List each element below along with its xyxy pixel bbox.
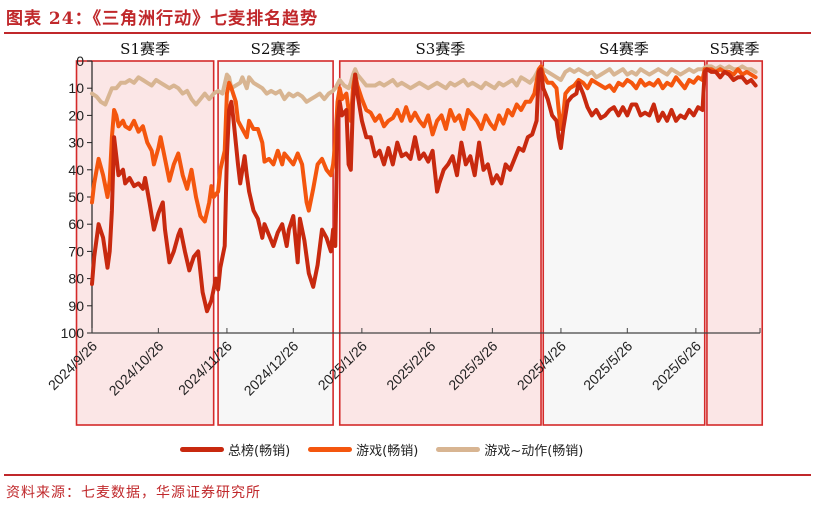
y-tick-label: 60 (68, 216, 84, 232)
y-tick-label: 0 (76, 53, 84, 69)
season-label-s3: S3赛季 (415, 40, 465, 58)
legend-label-game: 游戏(畅销) (356, 444, 419, 459)
legend-swatch-game (308, 447, 353, 452)
series-line-action (90, 64, 758, 107)
y-tick-label: 100 (61, 325, 85, 341)
legend-item-action: 游戏~动作(畅销) (436, 440, 583, 459)
season-label-s5: S5赛季 (710, 40, 760, 58)
legend-item-game: 游戏(畅销) (308, 440, 418, 459)
legend-label-total: 总榜(畅销) (228, 444, 291, 459)
legend-swatch-action (436, 447, 481, 452)
y-tick-label: 20 (68, 107, 84, 123)
legend-swatch-total (180, 447, 224, 452)
series-line-game (90, 64, 758, 224)
y-tick-label: 80 (68, 271, 84, 287)
y-tick-label: 50 (68, 189, 84, 205)
y-tick-label: 70 (68, 243, 84, 259)
y-tick-label: 10 (68, 80, 84, 96)
y-tick-label: 40 (68, 162, 84, 178)
chart-legend: 总榜(畅销) 游戏(畅销) 游戏~动作(畅销) (180, 440, 583, 459)
legend-item-total: 总榜(畅销) (180, 440, 290, 459)
title-divider (4, 32, 811, 34)
figure-title: 图表 24：《三角洲行动》七麦排名趋势 (6, 9, 319, 29)
season-label-s2: S2赛季 (251, 40, 301, 58)
season-box-s1 (75, 60, 215, 426)
season-box-s3 (338, 60, 542, 426)
source-divider (4, 474, 811, 476)
y-tick-label: 90 (68, 298, 84, 314)
series-lines (90, 64, 758, 314)
legend-label-action: 游戏~动作(畅销) (484, 444, 584, 459)
season-label-s4: S4赛季 (599, 40, 649, 58)
season-label-s1: S1赛季 (120, 40, 170, 58)
source-note: 资料来源：七麦数据，华源证券研究所 (6, 485, 261, 501)
series-line-total (90, 67, 758, 314)
season-box-s5 (706, 60, 764, 426)
season-labels: S1赛季 S2赛季 S3赛季 S4赛季 S5赛季 (120, 40, 759, 58)
y-tick-label: 30 (68, 135, 84, 151)
season-boxes (75, 60, 764, 426)
